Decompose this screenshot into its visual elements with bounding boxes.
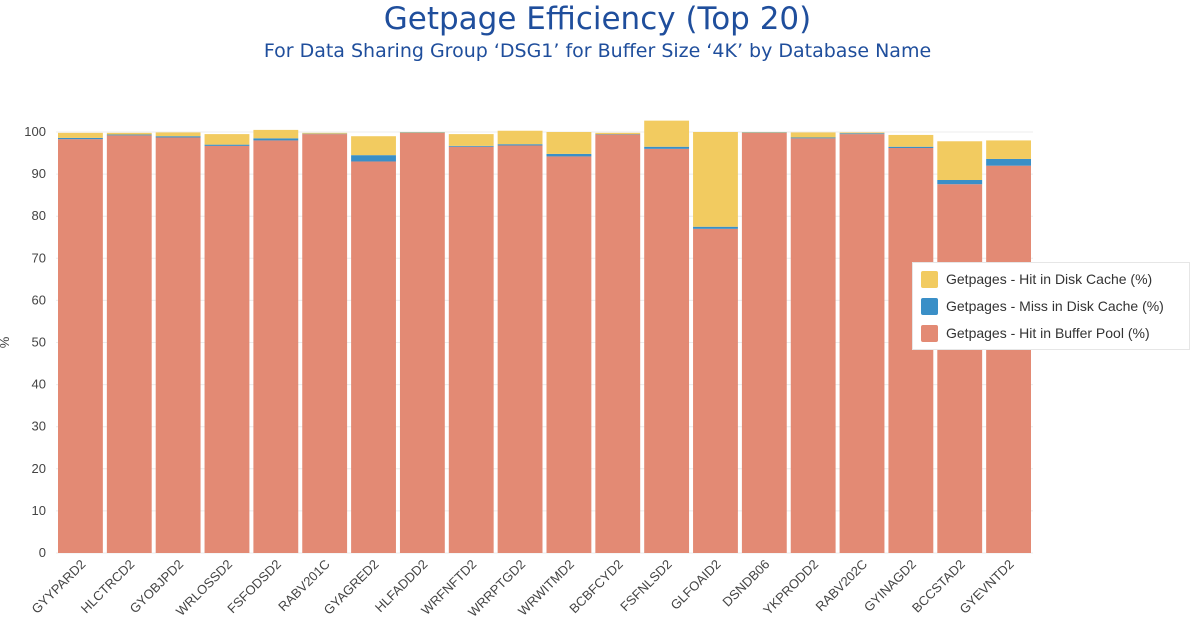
bar-gyevntd2-series-2 <box>986 140 1031 159</box>
bar-dsndb06-series-0 <box>741 132 787 554</box>
legend-item-miss-disk-cache[interactable]: Getpages - Miss in Disk Cache (%) <box>921 296 1164 316</box>
legend-swatch-miss-disk-cache <box>921 297 938 315</box>
y-tick-label-80: 80 <box>32 208 46 223</box>
bar-ykprodd2-series-2 <box>790 132 836 138</box>
bar-fsfodsd2-series-0 <box>253 140 299 554</box>
bar-hlctrcd2-series-2 <box>106 132 152 135</box>
bar-bccstad2-series-1 <box>937 179 983 185</box>
y-tick-label-90: 90 <box>32 166 46 181</box>
y-axis-label: % <box>0 336 12 348</box>
bar-gyagred2-series-1 <box>351 155 396 162</box>
bar-fsfnlsd2-series-0 <box>644 148 690 553</box>
bar-gyypard2-series-1 <box>58 137 103 140</box>
bar-bcbfcyd2-series-0 <box>595 134 641 553</box>
bar-rabv202c-series-1 <box>839 133 885 135</box>
legend-swatch-hit-disk-cache <box>921 270 938 288</box>
bar-ykprodd2-series-0 <box>790 138 836 553</box>
bar-rabv201c-series-2 <box>302 132 348 134</box>
bar-gyinagd2-series-0 <box>888 147 934 554</box>
bar-gyinagd2-series-2 <box>888 134 934 147</box>
bar-hlctrcd2-series-1 <box>106 134 152 136</box>
bar-wrrptgd2-series-0 <box>497 145 543 554</box>
bar-gyobjpd2-series-0 <box>155 137 201 553</box>
bar-wrlossd2-series-1 <box>204 144 250 146</box>
bar-fsfodsd2-series-2 <box>253 129 299 139</box>
bar-bccstad2-series-0 <box>937 184 983 554</box>
x-tick-label-fsfnlsd2: FSFNLSD2 <box>617 557 675 615</box>
bar-gyevntd2-series-1 <box>986 158 1031 166</box>
y-tick-label-70: 70 <box>32 250 46 265</box>
y-tick-label-30: 30 <box>32 419 46 434</box>
y-tick-label-50: 50 <box>32 335 46 350</box>
bar-gyagred2-series-0 <box>351 161 396 553</box>
chart-subtitle: For Data Sharing Group ‘DSG1’ for Buffer… <box>263 40 932 62</box>
bar-gyypard2-series-2 <box>58 132 103 138</box>
y-tick-label-40: 40 <box>32 377 46 392</box>
bar-fsfnlsd2-series-2 <box>644 120 690 147</box>
legend-label-miss-disk-cache: Getpages - Miss in Disk Cache (%) <box>946 298 1164 314</box>
bar-wrrptgd2-series-2 <box>497 130 543 145</box>
y-tick-label-10: 10 <box>32 503 46 518</box>
bar-ykprodd2-series-1 <box>790 137 836 139</box>
legend-item-hit-disk-cache[interactable]: Getpages - Hit in Disk Cache (%) <box>921 269 1152 289</box>
bar-glfoaid2-series-1 <box>693 226 738 229</box>
bar-glfoaid2-series-0 <box>693 228 738 553</box>
legend-swatch-hit-buffer-pool <box>921 324 938 342</box>
bar-gyobjpd2-series-2 <box>155 132 201 137</box>
bar-wrfnftd2-series-0 <box>448 146 494 554</box>
bar-gyevntd2-series-0 <box>986 165 1031 553</box>
bar-fsfnlsd2-series-1 <box>644 146 690 149</box>
bar-gyinagd2-series-1 <box>888 146 934 148</box>
bar-wrwitmd2-series-2 <box>546 132 592 154</box>
bar-rabv202c-series-0 <box>839 134 885 554</box>
bar-gyobjpd2-series-1 <box>155 136 201 138</box>
y-tick-label-0: 0 <box>39 545 46 560</box>
chart-title: Getpage Efficiency (Top 20) <box>383 1 812 37</box>
bar-wrfnftd2-series-2 <box>448 134 494 146</box>
chart-legend: Getpages - Hit in Disk Cache (%) Getpage… <box>912 262 1190 350</box>
y-tick-label-100: 100 <box>24 124 46 139</box>
bar-bcbfcyd2-series-2 <box>595 132 641 135</box>
bar-rabv201c-series-0 <box>302 134 348 554</box>
legend-label-hit-buffer-pool: Getpages - Hit in Buffer Pool (%) <box>946 325 1150 341</box>
bar-gyagred2-series-2 <box>351 136 396 156</box>
y-tick-label-60: 60 <box>32 292 46 307</box>
y-tick-label-20: 20 <box>32 461 46 476</box>
legend-label-hit-disk-cache: Getpages - Hit in Disk Cache (%) <box>946 271 1153 287</box>
bar-fsfodsd2-series-1 <box>253 138 299 141</box>
bar-gyypard2-series-0 <box>58 139 103 554</box>
bar-wrlossd2-series-2 <box>204 134 250 145</box>
bar-bccstad2-series-2 <box>937 141 983 180</box>
bar-glfoaid2-series-2 <box>693 132 738 227</box>
bar-hlfaddd2-series-0 <box>399 132 445 554</box>
bar-rabv202c-series-2 <box>839 132 885 134</box>
bar-wrfnftd2-series-1 <box>448 145 494 147</box>
bar-wrrptgd2-series-1 <box>497 144 543 146</box>
legend-item-hit-buffer-pool[interactable]: Getpages - Hit in Buffer Pool (%) <box>921 323 1150 343</box>
bar-wrlossd2-series-0 <box>204 145 250 553</box>
x-tick-label-glfoaid2: GLFOAID2 <box>668 557 724 613</box>
bar-wrwitmd2-series-1 <box>546 153 592 157</box>
bar-wrwitmd2-series-0 <box>546 156 592 553</box>
bar-hlctrcd2-series-0 <box>106 135 152 554</box>
